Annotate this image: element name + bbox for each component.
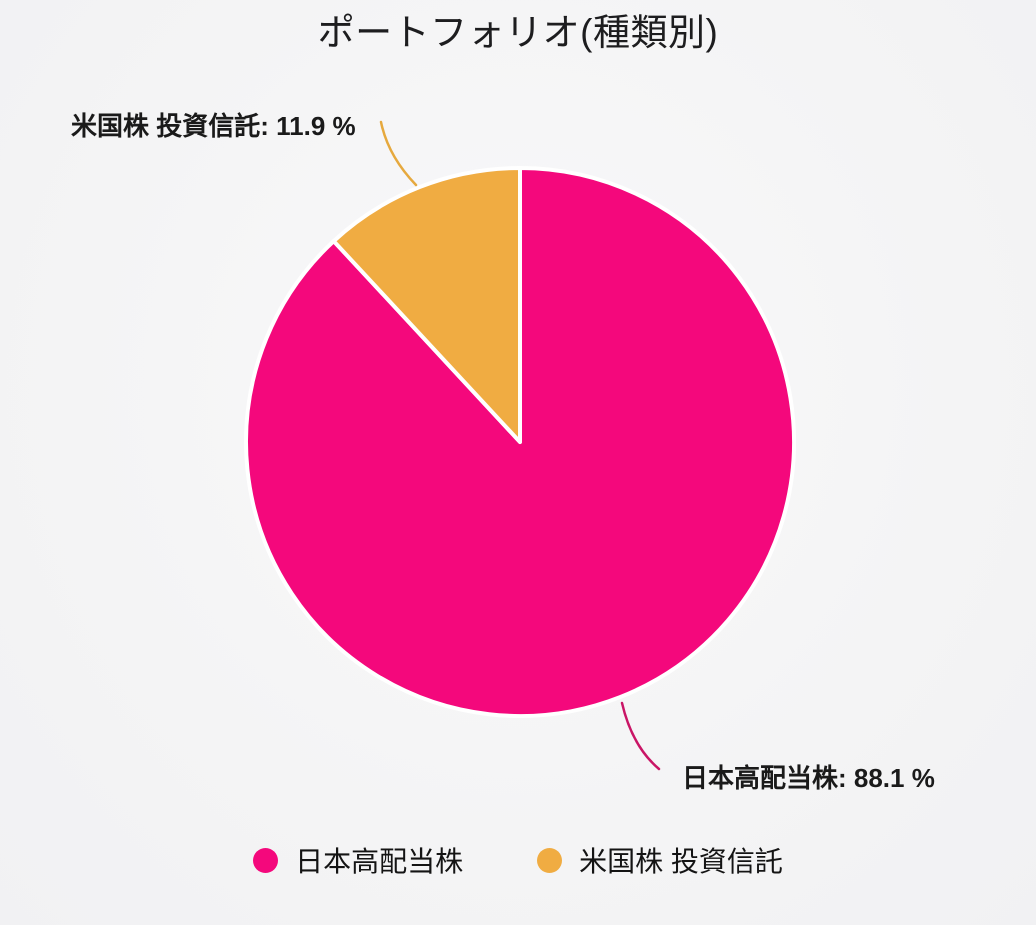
legend-label-us-fund: 米国株 投資信託 [579,846,783,877]
leader-line-jp-stock [620,701,661,771]
legend-label-jp-stock: 日本高配当株 [295,846,464,877]
chart-title: ポートフォリオ(種類別) [317,12,719,53]
legend: 日本高配当株 米国株 投資信託 [0,840,1036,880]
legend-swatch-jp-stock [253,847,279,873]
leader-line-us-fund [379,120,418,187]
slice-label-us-fund: 米国株 投資信託: 11.9 % [71,111,356,141]
legend-item-us-fund[interactable]: 米国株 投資信託 [537,840,783,880]
pie-slices [244,166,797,718]
slice-label-jp-stock: 日本高配当株: 88.1 % [682,763,935,793]
legend-swatch-us-fund [537,847,563,873]
legend-item-jp-stock[interactable]: 日本高配当株 [253,840,463,880]
pie-slice-1[interactable] [331,166,522,444]
